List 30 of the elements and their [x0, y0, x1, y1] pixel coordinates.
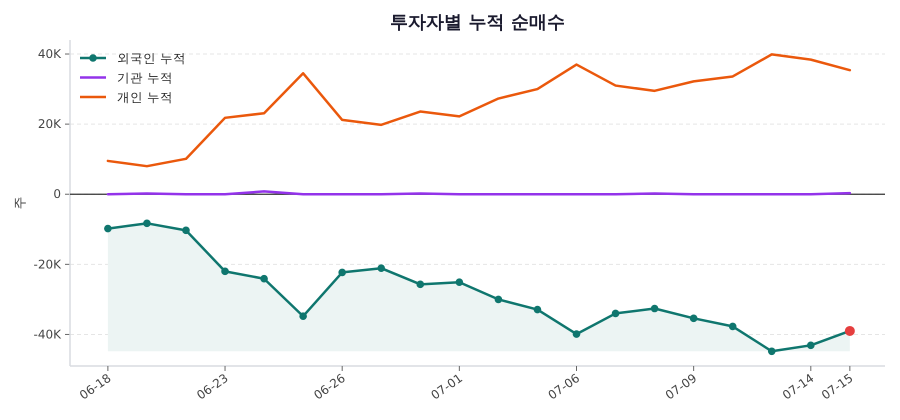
point: [728, 322, 736, 330]
y-tick-label: -40K: [34, 327, 62, 342]
legend-label: 기관 누적: [117, 70, 173, 85]
y-tick-label: 20K: [38, 117, 62, 132]
point: [690, 314, 698, 322]
point: [416, 280, 424, 288]
point: [650, 304, 658, 312]
y-tick-label: 40K: [38, 47, 62, 62]
point: [182, 226, 190, 234]
point: [807, 342, 815, 350]
point: [338, 268, 346, 276]
line-series: [106, 53, 852, 168]
point: [299, 312, 307, 320]
chart-title: 투자자별 누적 순매수: [390, 12, 565, 33]
point: [377, 264, 386, 272]
point: [494, 296, 502, 304]
point: [456, 278, 464, 286]
point: [534, 306, 542, 314]
point: [572, 330, 580, 338]
y-axis-title: 주: [13, 196, 28, 210]
legend-label: 외국인 누적: [117, 50, 186, 66]
y-tick-label: 0: [53, 187, 61, 202]
point: [260, 274, 268, 283]
point: [768, 347, 776, 356]
y-tick-label: -20K: [34, 257, 62, 272]
point: [104, 224, 112, 232]
legend-label: 개인 누적: [117, 90, 173, 104]
point: [612, 310, 620, 318]
point: [143, 220, 151, 228]
point: [221, 268, 229, 276]
